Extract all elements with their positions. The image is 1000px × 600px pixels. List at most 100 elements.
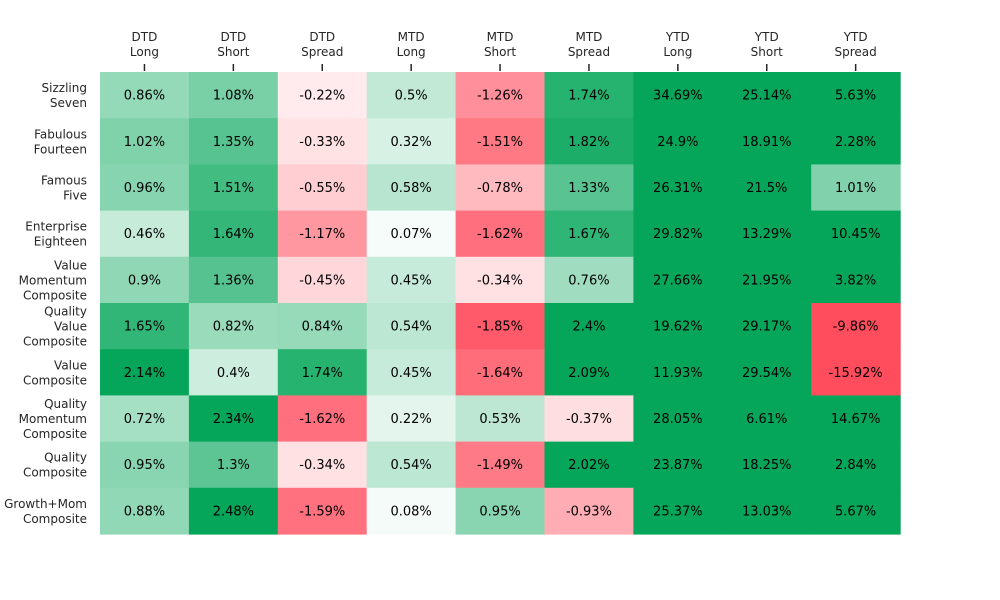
heatmap-cell — [544, 210, 634, 258]
cell-value-label: -0.22% — [299, 89, 345, 104]
cell-value-label: 2.14% — [124, 366, 165, 381]
heatmap-cells: 0.86% 1.08% -0.22% 0.5% -1.26% 1.74% 34.69% 25.… — [100, 72, 901, 535]
cell-value-label: 2.28% — [835, 135, 876, 150]
heatmap-cell — [722, 210, 812, 258]
cell-value-label: 0.07% — [390, 227, 431, 242]
cell-value-label: 1.64% — [213, 227, 254, 242]
cell-value-label: 2.02% — [568, 458, 609, 473]
column-label: MTD Long — [397, 30, 426, 59]
cell-value-label: 29.82% — [653, 227, 703, 242]
row-label: Value Composite — [23, 358, 87, 387]
heatmap-cell — [277, 441, 368, 489]
cell-value-label: 34.69% — [653, 89, 703, 104]
cell-value-label: 0.32% — [390, 135, 431, 150]
heatmap-cell — [366, 210, 457, 258]
heatmap-cell — [100, 210, 190, 258]
heatmap-cell — [455, 349, 546, 396]
cell-value-label: 0.45% — [390, 273, 431, 288]
cell-value-label: 0.72% — [124, 412, 165, 427]
row-label: Quality Momentum Composite — [19, 397, 87, 441]
heatmap-cell — [544, 118, 634, 165]
column-label: DTD Spread — [301, 30, 343, 59]
heatmap-cell — [455, 441, 546, 489]
cell-value-label: 19.62% — [653, 320, 703, 335]
cell-value-label: 29.54% — [742, 366, 792, 381]
heatmap-cell — [722, 349, 812, 396]
cell-value-label: 1.02% — [124, 135, 165, 150]
cell-value-label: 25.37% — [653, 504, 703, 519]
heatmap-cell — [811, 441, 901, 489]
heatmap-cell — [544, 164, 634, 212]
heatmap-cell — [722, 72, 812, 119]
column-label: YTD Spread — [835, 30, 877, 59]
cell-value-label: 29.17% — [742, 320, 792, 335]
heatmap-cell — [722, 441, 812, 489]
cell-value-label: -0.37% — [566, 412, 612, 427]
heatmap-cell — [455, 72, 546, 119]
heatmap-cell — [544, 303, 634, 350]
cell-value-label: -1.85% — [477, 320, 523, 335]
cell-value-label: 1.01% — [835, 181, 876, 196]
row-label: Quality Composite — [23, 451, 87, 480]
heatmap-cell — [455, 303, 546, 350]
heatmap-cell — [455, 395, 546, 443]
cell-value-label: 2.09% — [568, 366, 609, 381]
heatmap-cell — [100, 441, 190, 489]
heatmap-cell — [722, 256, 812, 304]
heatmap-cell — [811, 72, 901, 119]
heatmap-cell — [188, 303, 279, 350]
cell-value-label: -0.45% — [299, 273, 345, 288]
cell-value-label: 5.63% — [835, 89, 876, 104]
row-label: Sizzling Seven — [42, 81, 87, 110]
heatmap-cell — [366, 118, 457, 165]
heatmap-cell — [366, 441, 457, 489]
cell-value-label: 10.45% — [831, 227, 881, 242]
heatmap-cell — [188, 256, 279, 304]
cell-value-label: 0.76% — [568, 273, 609, 288]
cell-value-label: 2.4% — [572, 320, 605, 335]
heatmap-cell — [811, 303, 901, 350]
heatmap-cell — [544, 395, 634, 443]
cell-value-label: -0.55% — [299, 181, 345, 196]
cell-value-label: 6.61% — [746, 412, 787, 427]
cell-value-label: 1.33% — [568, 181, 609, 196]
heatmap-cell — [366, 349, 457, 396]
cell-value-label: 3.82% — [835, 273, 876, 288]
cell-value-label: -0.33% — [299, 135, 345, 150]
heatmap-cell — [633, 256, 723, 304]
cell-value-label: 0.82% — [213, 320, 254, 335]
heatmap-cell — [722, 395, 812, 443]
heatmap-cell — [811, 487, 901, 535]
heatmap-cell — [277, 303, 368, 350]
heatmap-cell — [277, 210, 368, 258]
heatmap-cell — [100, 118, 190, 165]
heatmap-cell — [455, 256, 546, 304]
heatmap-cell — [722, 164, 812, 212]
heatmap-cell — [188, 118, 279, 165]
heatmap-cell — [366, 72, 457, 119]
heatmap-cell — [366, 303, 457, 350]
heatmap-cell — [188, 487, 279, 535]
heatmap-cell — [633, 349, 723, 396]
row-label: Value Momentum Composite — [19, 258, 87, 302]
heatmap-cell — [366, 164, 457, 212]
cell-value-label: 28.05% — [653, 412, 703, 427]
cell-value-label: 0.88% — [124, 504, 165, 519]
heatmap-cell — [633, 164, 723, 212]
cell-value-label: 0.54% — [390, 320, 431, 335]
cell-value-label: 1.08% — [213, 89, 254, 104]
heatmap-cell — [811, 256, 901, 304]
heatmap-cell — [277, 118, 368, 165]
heatmap-cell — [366, 395, 457, 443]
heatmap-cell — [811, 118, 901, 165]
cell-value-label: 1.36% — [213, 273, 254, 288]
row-labels: Sizzling Seven Fabulous Fourteen Famous Five E… — [4, 81, 87, 526]
heatmap-cell — [277, 395, 368, 443]
column-label: YTD Long — [663, 30, 692, 59]
heatmap-cell — [544, 349, 634, 396]
cell-value-label: -0.93% — [566, 504, 612, 519]
cell-value-label: -1.62% — [477, 227, 523, 242]
column-label: YTD Short — [751, 30, 783, 59]
heatmap-cell — [455, 118, 546, 165]
heatmap-cell — [722, 487, 812, 535]
